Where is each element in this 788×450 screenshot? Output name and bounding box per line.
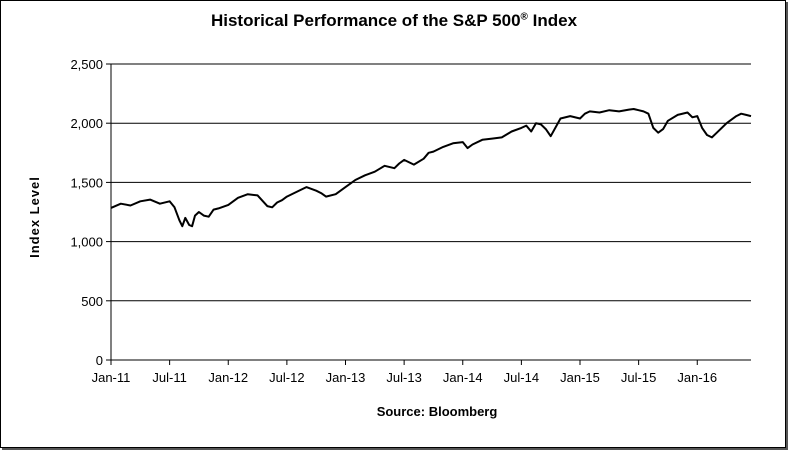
y-tick-label: 2,000 (70, 116, 103, 131)
x-tick-label: Jan-14 (443, 370, 483, 385)
chart-title: Historical Performance of the S&P 500® I… (1, 11, 787, 31)
y-tick-labels: 0 500 1,000 1,500 2,000 2,500 (70, 57, 103, 368)
x-tick-label: Jan-16 (677, 370, 717, 385)
registered-mark: ® (520, 11, 528, 23)
chart-title-text: Historical Performance of the S&P 500 (210, 11, 521, 30)
x-tick-label: Jul-11 (152, 370, 186, 385)
y-tick-label: 1,000 (70, 235, 103, 250)
x-tick-label: Jul-14 (504, 370, 539, 385)
x-tick-labels: Jan-11 Jul-11 Jan-12 Jul-12 Jan-13 Jul-13 Jan-… (92, 370, 718, 385)
x-tick-label: Jan-13 (326, 370, 366, 385)
chart-title-suffix: Index (527, 11, 578, 30)
x-axis-label: Source: Bloomberg (377, 404, 498, 419)
y-tick-label: 0 (96, 353, 103, 368)
y-axis-label: Index Level (27, 176, 42, 258)
x-tick-label: Jul-13 (386, 370, 421, 385)
y-tick-label: 2,500 (70, 57, 103, 72)
y-tick-label: 500 (81, 294, 103, 309)
x-tick-label: Jan-12 (208, 370, 248, 385)
series-layer (110, 108, 752, 228)
gridlines (111, 63, 751, 302)
y-tick-label: 1,500 (70, 175, 103, 190)
x-tick-label: Jul-12 (269, 370, 304, 385)
x-tick-label: Jul-15 (621, 370, 656, 385)
x-tick-label: Jan-11 (92, 370, 131, 385)
series-line-sp500 (110, 108, 752, 228)
axes (106, 63, 751, 365)
x-tick-label: Jan-15 (560, 370, 600, 385)
